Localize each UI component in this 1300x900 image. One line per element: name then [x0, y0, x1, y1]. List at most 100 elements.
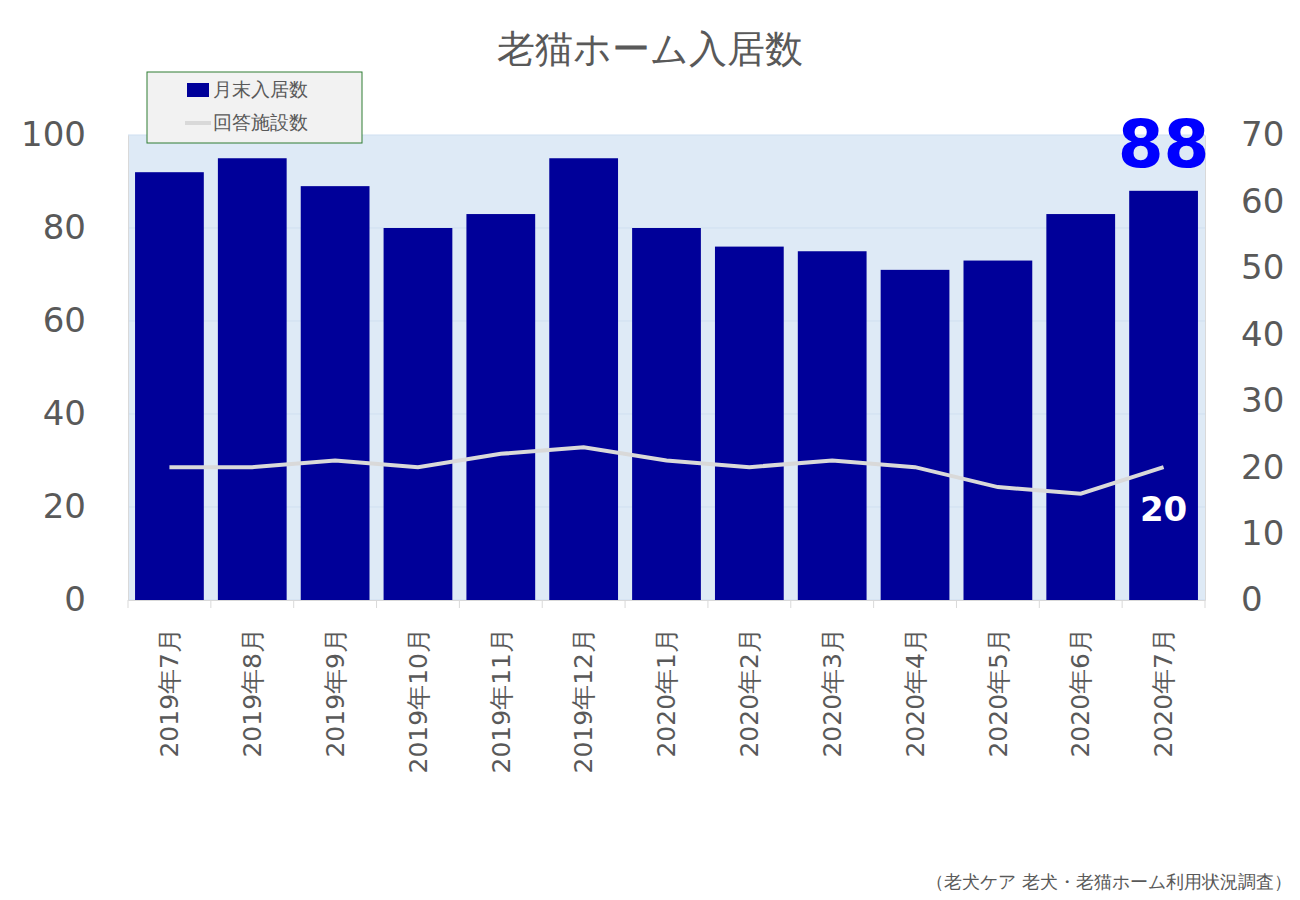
bar [1046, 214, 1115, 600]
tick-label: 2020年1月 [652, 628, 681, 758]
bar [466, 214, 535, 600]
separator [625, 600, 626, 608]
plot-background [128, 135, 1205, 600]
bar [549, 158, 618, 600]
bar [798, 251, 867, 600]
tick: 70 [1205, 114, 1284, 154]
separator [1122, 600, 1123, 608]
tick-label: 2019年9月 [321, 628, 350, 758]
grid [128, 135, 1205, 600]
axis-line [1205, 136, 1206, 601]
tick-label: 60 [1241, 181, 1284, 221]
tick-label: 2019年11月 [487, 628, 516, 773]
separator [128, 600, 129, 608]
tick: 2020年2月 [735, 600, 764, 758]
legend: 月末入居数回答施設数 [147, 72, 362, 143]
tick-label: 50 [1241, 247, 1284, 287]
separator [210, 600, 211, 608]
tick: 30 [1205, 380, 1284, 420]
tick: 2020年5月 [984, 600, 1013, 758]
tick: 50 [1205, 247, 1284, 287]
chart: 0 20 40 60 80 100 0 10 20 30 40 50 60 70 2019年7月 2019年8… [0, 0, 1300, 900]
tick: 60 [1205, 181, 1284, 221]
bar [715, 247, 784, 600]
tick-label: 2019年7月 [155, 628, 184, 758]
bar [218, 158, 287, 600]
separator [459, 600, 460, 608]
tick-label: 2020年7月 [1149, 628, 1178, 758]
bar [632, 228, 701, 600]
bar [1129, 191, 1198, 600]
separator [542, 600, 543, 608]
separator [376, 600, 377, 608]
separator [1205, 600, 1206, 608]
tick-label: 100 [21, 114, 86, 154]
tick-label: 20 [1241, 447, 1284, 487]
tick-label: 2019年8月 [238, 628, 267, 758]
marks [135, 158, 1198, 600]
tick-label: 0 [64, 579, 86, 619]
tick-label: 2020年6月 [1066, 628, 1095, 758]
tick-label: 10 [1241, 513, 1284, 553]
tick: 2020年4月 [901, 600, 930, 758]
legend-label: 月末入居数 [213, 78, 308, 100]
tick-label: 2020年4月 [901, 628, 930, 758]
tick: 2019年10月 [404, 600, 433, 773]
title: 老猫ホーム入居数 [497, 27, 803, 71]
bar [301, 186, 370, 600]
tick-label: 2020年2月 [735, 628, 764, 758]
tick: 2020年7月 [1149, 600, 1178, 758]
tick: 0 [1205, 579, 1263, 619]
tick-label: 0 [1241, 579, 1263, 619]
y-axis: 0 20 40 60 80 100 [21, 114, 128, 619]
tick: 100 [21, 114, 128, 154]
separator [707, 600, 708, 608]
tick-label: 2019年10月 [404, 628, 433, 773]
tick-label: 60 [43, 300, 86, 340]
bar [881, 270, 950, 600]
tick: 40 [1205, 314, 1284, 354]
tick: 20 [43, 486, 128, 526]
tick-label: 80 [43, 207, 86, 247]
separator [873, 600, 874, 608]
tick-label: 40 [43, 393, 86, 433]
bar [135, 172, 204, 600]
tick-label: 20 [43, 486, 86, 526]
legend-box [147, 72, 362, 143]
source: （老犬ケア 老犬・老猫ホーム利用状況調査） [926, 871, 1292, 892]
tick-label: 40 [1241, 314, 1284, 354]
bar [964, 261, 1033, 600]
tick: 0 [64, 579, 128, 619]
separator [1039, 600, 1040, 608]
annotation: 20 [1140, 489, 1187, 529]
axis-line [128, 136, 129, 601]
tick-label: 70 [1241, 114, 1284, 154]
axis-line [129, 600, 1206, 601]
tick-label: 2020年5月 [984, 628, 1013, 758]
annotation: 88 [1118, 106, 1210, 183]
tick: 10 [1205, 513, 1284, 553]
legend-swatch [187, 83, 209, 97]
tick-label: 30 [1241, 380, 1284, 420]
tick: 40 [43, 393, 128, 433]
tick: 2020年6月 [1066, 600, 1095, 758]
bar [384, 228, 453, 600]
separator [956, 600, 957, 608]
tick: 2019年12月 [569, 600, 598, 773]
tick: 2019年8月 [238, 600, 267, 758]
tick: 80 [43, 207, 128, 247]
tick-label: 2020年3月 [818, 628, 847, 758]
tick: 60 [43, 300, 128, 340]
annotations: 88 20 [1118, 106, 1210, 529]
y2-axis: 0 10 20 30 40 50 60 70 [1205, 114, 1284, 619]
x-axis: 2019年7月 2019年8月 2019年9月 2019年10月 2019年11月 201… [129, 600, 1206, 773]
separator [293, 600, 294, 608]
legend-swatch [185, 121, 211, 125]
tick: 20 [1205, 447, 1284, 487]
tick: 2019年11月 [487, 600, 516, 773]
line [169, 447, 1163, 494]
tick: 2020年1月 [652, 600, 681, 758]
legend-label: 回答施設数 [213, 111, 308, 133]
tick-label: 2019年12月 [569, 628, 598, 773]
separator [790, 600, 791, 608]
